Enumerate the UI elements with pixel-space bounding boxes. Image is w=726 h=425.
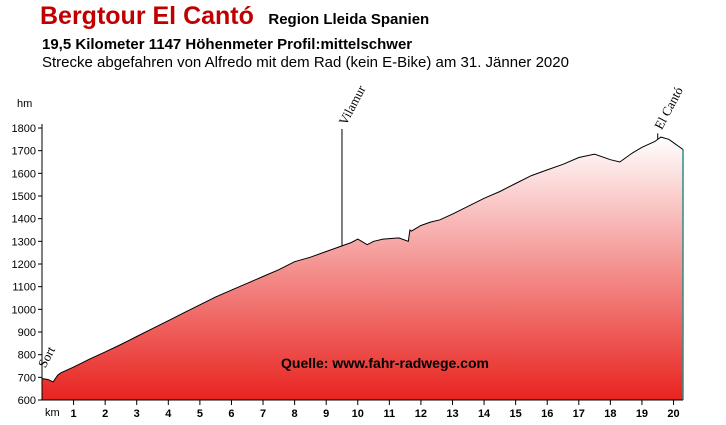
x-tick-label: 12 (415, 408, 427, 420)
x-tick-label: 19 (636, 408, 648, 420)
place-label: Sort (35, 343, 59, 370)
x-tick-label: 14 (478, 408, 491, 420)
x-tick-label: 4 (165, 408, 172, 420)
elevation-area (42, 137, 683, 400)
y-tick-label: 1800 (12, 123, 36, 135)
x-tick-label: 6 (228, 408, 234, 420)
tour-stats: 19,5 Kilometer 1147 Höhenmeter Profil:mi… (42, 36, 413, 53)
x-tick-label: 8 (292, 408, 298, 420)
y-tick-label: 1300 (12, 236, 36, 248)
chart-title: Bergtour El Cantó (40, 2, 254, 30)
x-tick-label: 11 (384, 408, 396, 420)
y-tick-label: 1500 (12, 191, 36, 203)
x-tick-label: 1 (71, 408, 77, 420)
y-tick-label: 1400 (12, 214, 36, 226)
x-tick-label: 17 (573, 408, 585, 420)
y-axis-label: hm (17, 98, 32, 110)
x-tick-label: 15 (510, 408, 522, 420)
y-tick-label: 1000 (12, 304, 36, 316)
x-tick-label: 13 (446, 408, 458, 420)
x-axis-label: km (45, 407, 60, 419)
region-label: Region Lleida Spanien (268, 11, 430, 28)
chart-subtitle: Strecke abgefahren von Alfredo mit dem R… (42, 54, 569, 71)
x-tick-label: 9 (323, 408, 329, 420)
title-row: Bergtour El Cantó Region Lleida Spanien (40, 2, 429, 31)
y-tick-label: 1100 (12, 282, 36, 294)
y-tick-label: 1700 (12, 146, 36, 158)
x-tick-label: 5 (197, 408, 203, 420)
x-tick-label: 3 (134, 408, 140, 420)
x-tick-label: 2 (102, 408, 108, 420)
place-label: El Cantó (651, 84, 686, 132)
y-tick-label: 1200 (12, 259, 36, 271)
x-tick-label: 18 (604, 408, 616, 420)
source-note: Quelle: www.fahr-radwege.com (281, 355, 489, 371)
y-tick-label: 800 (18, 350, 36, 362)
x-tick-label: 20 (667, 408, 679, 420)
y-tick-label: 700 (18, 372, 36, 384)
x-tick-label: 7 (260, 408, 266, 420)
y-tick-label: 900 (18, 327, 36, 339)
x-tick-label: 10 (352, 408, 364, 420)
y-tick-label: 600 (18, 395, 36, 407)
y-tick-label: 1600 (12, 168, 36, 180)
elevation-line (41, 136, 684, 383)
x-tick-label: 16 (541, 408, 553, 420)
place-label: Vilamur (335, 82, 369, 127)
